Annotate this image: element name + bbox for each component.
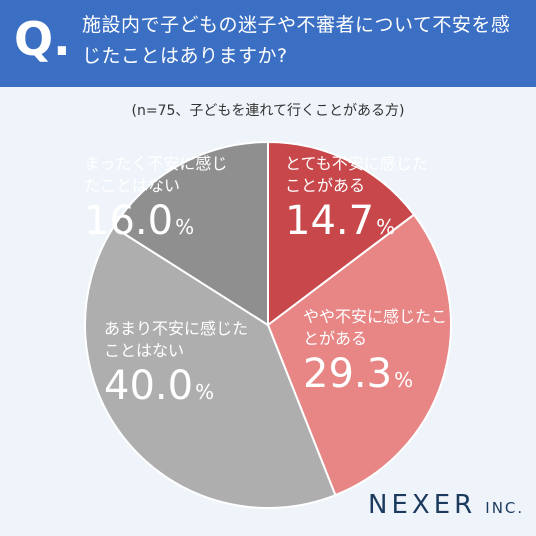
slice-label-somewhat-anxious: やや不安に感じたことがある 29.3% xyxy=(303,306,453,398)
question-header: Q. 施設内で子どもの迷子や不審者について不安を感じたことはありますか? xyxy=(0,0,536,87)
nexer-logo: NEXER INC. xyxy=(368,490,524,520)
category-label: あまり不安に感じたことはない xyxy=(104,319,249,360)
value-label: 16.0 xyxy=(84,198,174,244)
pie-slice-not-anxious xyxy=(112,140,269,327)
q-mark: Q. xyxy=(14,12,71,66)
slice-label-very-anxious: とても不安に感じたことがある 14.7% xyxy=(285,153,435,245)
slice-label-not-anxious: まったく不安に感じたことはない 16.0% xyxy=(84,153,234,245)
pie-slice-very-anxious xyxy=(267,140,416,328)
category-label: まったく不安に感じたことはない xyxy=(84,154,228,195)
pie-slice-somewhat-anxious xyxy=(266,213,452,497)
question-text: 施設内で子どもの迷子や不審者について不安を感じたことはありますか? xyxy=(82,14,511,67)
value-label: 29.3 xyxy=(303,351,393,397)
value-label: 14.7 xyxy=(285,198,375,244)
percent-sign: % xyxy=(376,215,396,239)
percent-sign: % xyxy=(394,368,414,392)
category-label: とても不安に感じたことがある xyxy=(285,154,428,195)
logo-name: NEXER xyxy=(368,490,477,520)
percent-sign: % xyxy=(195,380,215,404)
logo-suffix: INC. xyxy=(485,499,525,517)
value-label: 40.0 xyxy=(104,363,194,409)
pie-slice-not-very-anxious xyxy=(84,225,337,509)
category-label: やや不安に感じたことがある xyxy=(303,307,448,348)
chart-subtitle: (n=75、子どもを連れて行くことがある方) xyxy=(131,103,405,119)
slice-label-not-very-anxious: あまり不安に感じたことはない 40.0% xyxy=(104,318,254,410)
percent-sign: % xyxy=(175,215,195,239)
